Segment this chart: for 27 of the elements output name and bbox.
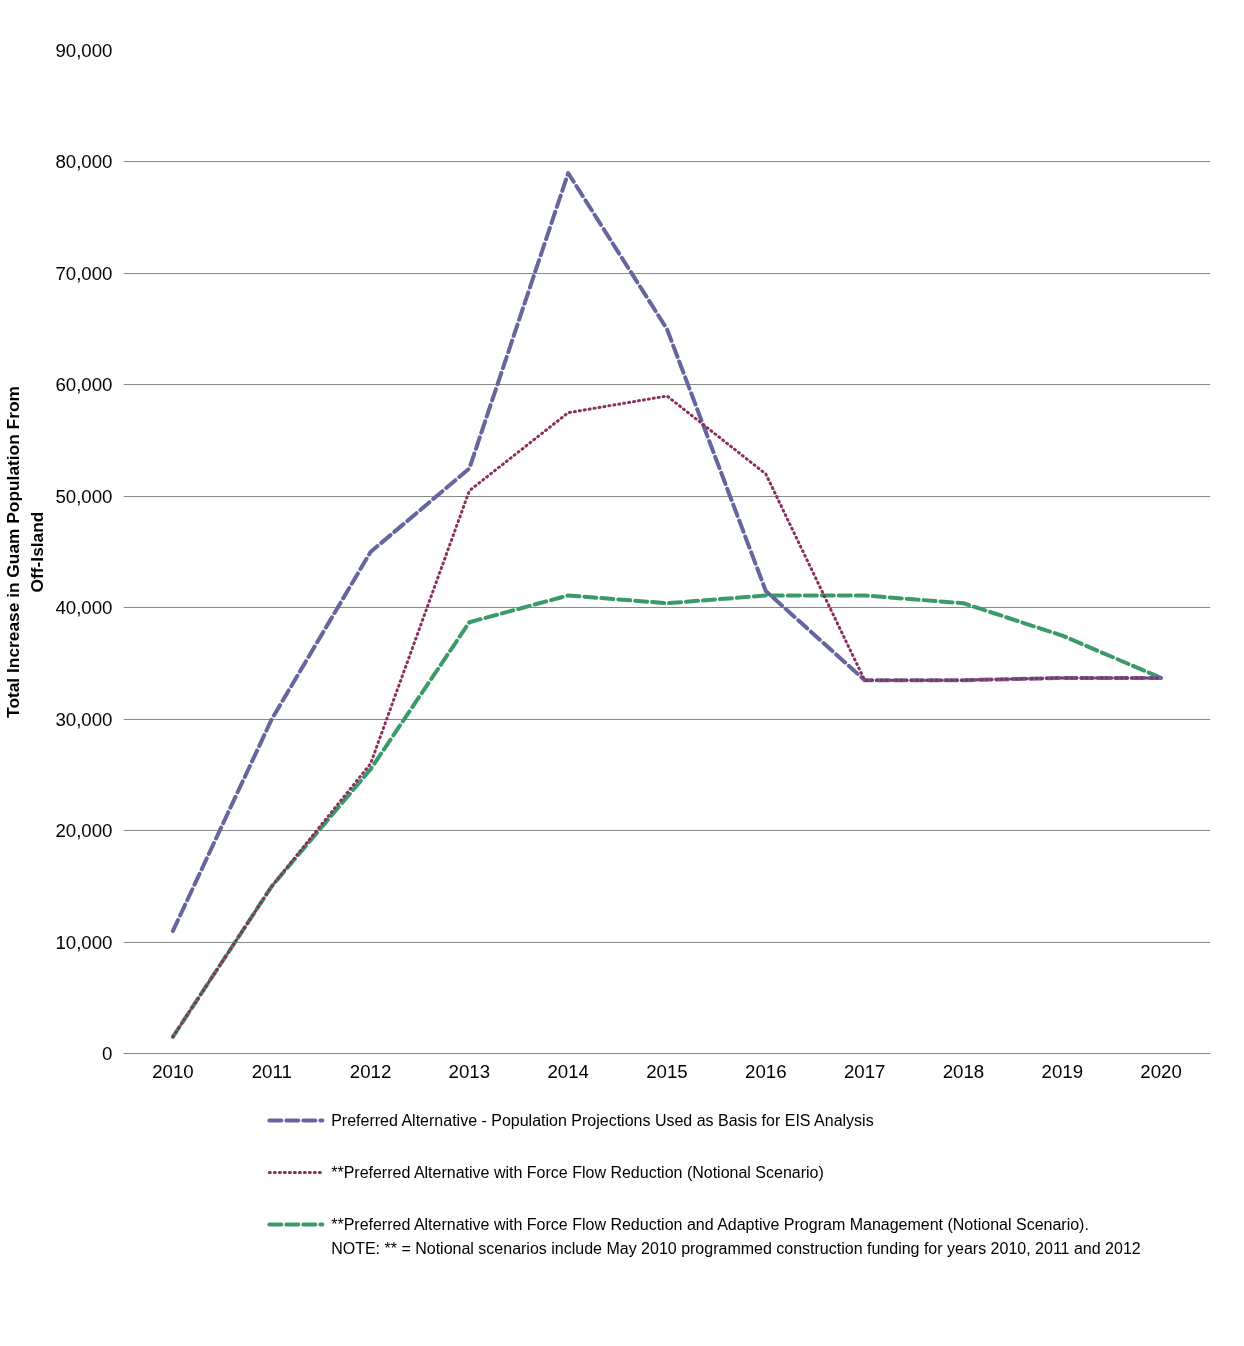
x-tick-label: 2019: [1041, 1060, 1084, 1082]
x-tick-label: 2012: [349, 1060, 392, 1082]
line-series: [170, 171, 1164, 933]
y-tick-label: 70,000: [55, 262, 113, 284]
text: NOTE: ** = Notional scenarios include May 2010 programmed construction funding for years 2010, 2011 and 2012: [331, 1240, 1141, 1257]
x-tick-label: 2014: [547, 1060, 589, 1082]
y-tick-label: 80,000: [55, 151, 113, 173]
x-tick-label: 2011: [251, 1060, 292, 1082]
x-tick-label: 2016: [745, 1060, 787, 1082]
x-tick-label: 2017: [843, 1060, 886, 1082]
legend-label: Preferred Alternative - Population Projections Used as Basis for EIS Analysis: [331, 1112, 874, 1129]
x-tick-label: 2010: [152, 1060, 194, 1082]
y-tick-label: 20,000: [55, 820, 113, 842]
x-tick-label: 2020: [1140, 1060, 1182, 1082]
y-tick-label: 10,000: [55, 931, 113, 953]
legend-label: **Preferred Alternative with Force Flow Reduction and Adaptive Program Management (Notional Scenario).: [331, 1216, 1089, 1233]
y-tick-label: 30,000: [55, 708, 113, 730]
x-tick-label: 2013: [448, 1060, 491, 1082]
y-tick-label: 90,000: [55, 40, 113, 61]
y-axis-title: Total Increase in Guam Population From Off-Island: [3, 386, 48, 718]
x-tick-label: 2015: [646, 1060, 688, 1082]
legend-label: **Preferred Alternative with Force Flow Reduction (Notional Scenario): [331, 1164, 824, 1181]
y-tick-label: 50,000: [55, 485, 113, 507]
x-tick-label: 2018: [942, 1060, 985, 1082]
y-tick-label: 60,000: [55, 374, 113, 396]
y-tick-label: 0: [102, 1043, 113, 1064]
y-tick-label: 40,000: [55, 597, 113, 619]
